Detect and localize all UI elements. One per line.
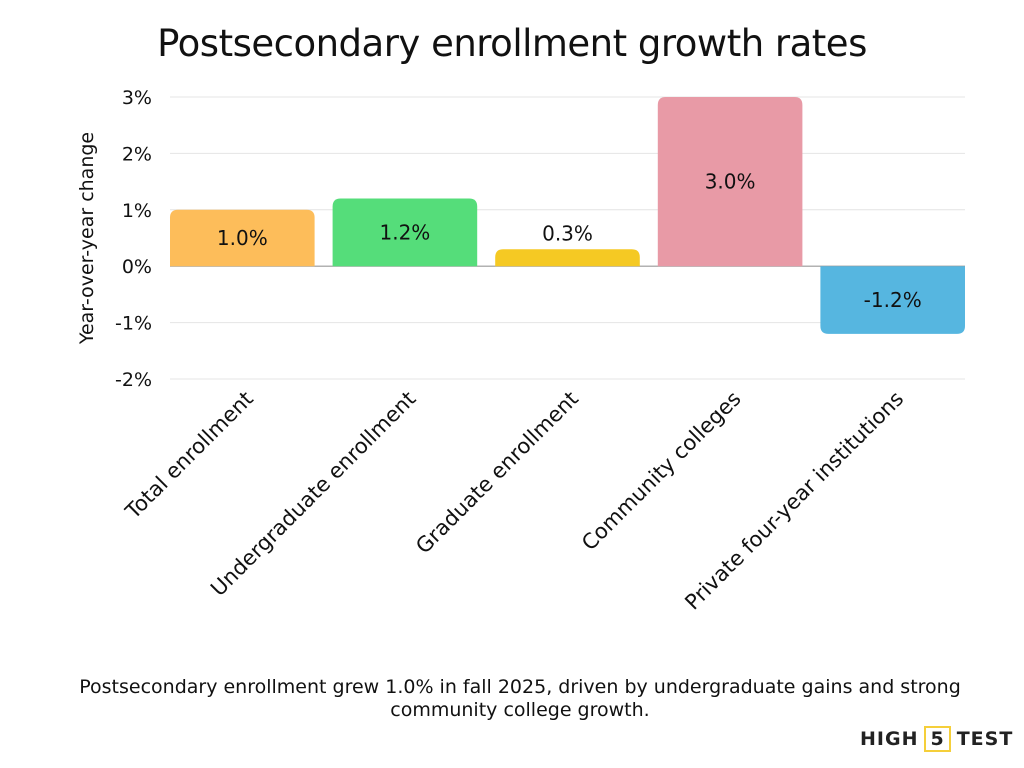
data-label: 1.0%: [217, 226, 268, 250]
y-tick-label: -2%: [115, 369, 152, 391]
bar: [495, 249, 640, 267]
y-tick-label: 3%: [122, 87, 152, 109]
bar: [657, 97, 803, 267]
bar: [332, 198, 478, 267]
bar: [170, 209, 315, 267]
x-tick-label: Graduate enrollment: [411, 387, 583, 559]
bar-chart: 3% 2% 1% 0% -1% -2% Year-over-year change 1.0% T…: [76, 87, 965, 614]
logo-text-left: HIGH: [860, 728, 919, 750]
x-tick-label: Total enrollment: [120, 387, 258, 525]
data-label: 0.3%: [542, 221, 593, 245]
y-tick-label: 1%: [122, 200, 152, 222]
high5test-logo: HIGH 5 TEST: [860, 726, 1013, 752]
data-label: 1.2%: [379, 220, 430, 244]
logo-text-right: TEST: [956, 728, 1014, 750]
y-axis-label: Year-over-year change: [76, 132, 98, 345]
y-tick-label: -1%: [115, 313, 152, 335]
x-tick-label: Community colleges: [577, 387, 746, 556]
chart-title: Postsecondary enrollment growth rates: [157, 22, 867, 65]
bar: [820, 266, 965, 334]
logo-text-mid: 5: [924, 726, 951, 752]
data-label: -1.2%: [864, 288, 922, 312]
data-label: 3.0%: [705, 170, 756, 194]
y-tick-label: 0%: [122, 256, 152, 278]
y-tick-label: 2%: [122, 143, 152, 165]
chart-caption: Postsecondary enrollment grew 1.0% in fa…: [79, 676, 961, 721]
